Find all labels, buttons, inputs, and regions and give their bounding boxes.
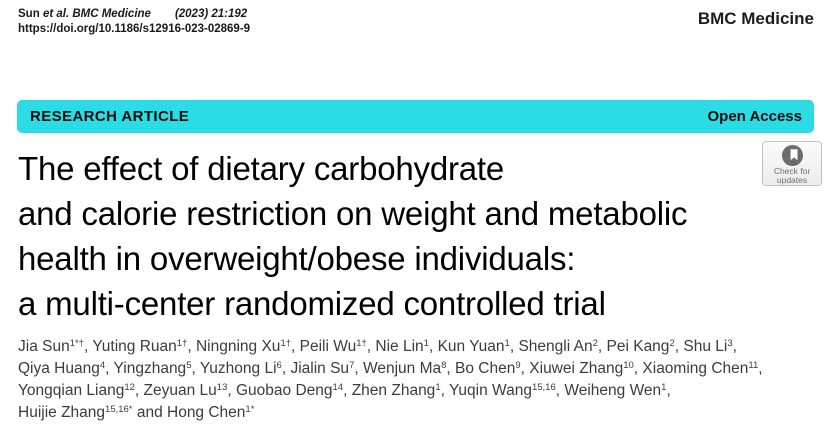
author: Yuting Ruan1† bbox=[92, 338, 188, 355]
crossmark-bookmark-circle-icon bbox=[781, 144, 804, 167]
citation-line: Sun et al. BMC Medicine (2023) 21:192 bbox=[18, 7, 250, 22]
author: Zeyuan Lu13 bbox=[143, 382, 228, 399]
author: Xiaoming Chen11 bbox=[642, 360, 759, 377]
author: Xiuwei Zhang10 bbox=[529, 360, 634, 377]
author: Weiheng Wen1 bbox=[564, 382, 667, 399]
author: Hong Chen1* bbox=[167, 404, 255, 421]
title-line-1: The effect of dietary carbohydrate bbox=[18, 150, 505, 187]
author: Yongqian Liang12 bbox=[18, 382, 135, 399]
author: Kun Yuan1 bbox=[437, 338, 510, 355]
check-badge-line2: updates bbox=[776, 175, 808, 185]
check-badge-text: Check for updates bbox=[774, 167, 810, 185]
title-line-2: and calorie restriction on weight and me… bbox=[18, 195, 688, 232]
author: Shengli An2 bbox=[518, 338, 598, 355]
author-list: Jia Sun1*†, Yuting Ruan1†, Ningning Xu1†… bbox=[18, 338, 763, 421]
check-badge-line1: Check for bbox=[773, 166, 811, 176]
author: Huijie Zhang15,16* bbox=[18, 404, 133, 421]
author: Pei Kang2 bbox=[606, 338, 675, 355]
citation-journal: et al. BMC Medicine bbox=[42, 8, 151, 20]
author: Yuzhong Li6 bbox=[199, 360, 282, 377]
research-article-banner: RESEARCH ARTICLE Open Access bbox=[17, 100, 814, 133]
journal-name: BMC Medicine bbox=[697, 9, 814, 28]
citation-author: Sun bbox=[18, 8, 40, 20]
title-line-4: a multi-center randomized controlled tri… bbox=[18, 285, 606, 322]
author: Nie Lin1 bbox=[375, 338, 429, 355]
author: Qiya Huang4 bbox=[18, 360, 106, 377]
author: Jialin Su7 bbox=[290, 360, 355, 377]
doi-line: https://doi.org/10.1186/s12916-023-02869… bbox=[18, 22, 250, 37]
title-line-3: health in overweight/obese individuals: bbox=[18, 240, 576, 277]
author: Guobao Deng14 bbox=[235, 382, 344, 399]
check-for-updates-badge[interactable]: Check for updates bbox=[762, 141, 822, 186]
author: Yingzhang5 bbox=[113, 360, 192, 377]
author: Wenjun Ma8 bbox=[362, 360, 447, 377]
author: Ningning Xu1† bbox=[195, 338, 292, 355]
citation-block: Sun et al. BMC Medicine (2023) 21:192 htt… bbox=[18, 7, 250, 37]
author: Jia Sun1*† bbox=[18, 338, 84, 355]
open-access-label: Open Access bbox=[707, 108, 803, 125]
article-type-label: RESEARCH ARTICLE bbox=[30, 108, 190, 125]
article-title: The effect of dietary carbohydrate and c… bbox=[18, 146, 823, 326]
author: Yuqin Wang15,16 bbox=[448, 382, 556, 399]
citation-ref: (2023) 21:192 bbox=[174, 8, 248, 20]
author: Bo Chen9 bbox=[455, 360, 521, 377]
author: Peili Wu1† bbox=[299, 338, 367, 355]
author: Zhen Zhang1 bbox=[351, 382, 441, 399]
author: Shu Li3 bbox=[683, 338, 733, 355]
doi-link[interactable]: https://doi.org/10.1186/s12916-023-02869… bbox=[18, 23, 251, 35]
